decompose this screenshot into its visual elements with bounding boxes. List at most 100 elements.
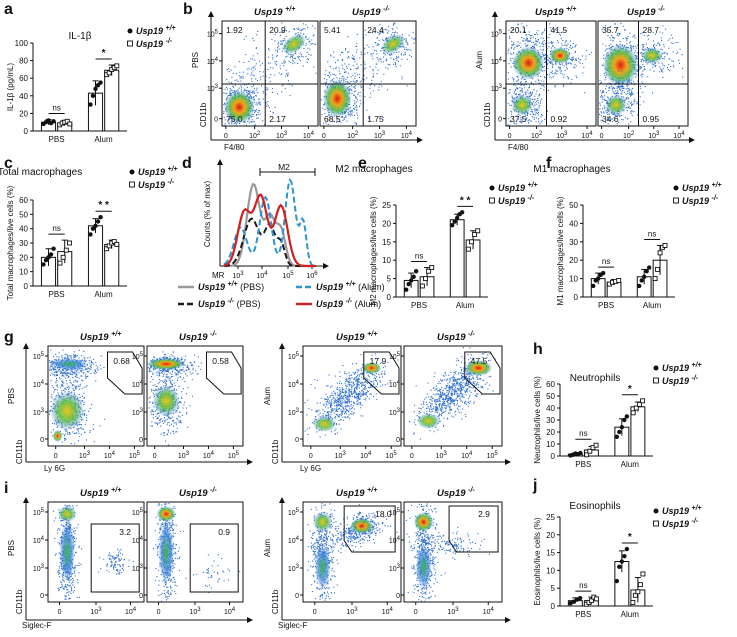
point-h-1-1-1 [633, 405, 639, 411]
event-dot [340, 116, 342, 118]
legend-label-e-1: Usp19 -/- [498, 195, 535, 206]
event-dot [55, 375, 57, 377]
event-dot [363, 68, 365, 70]
event-dot [79, 396, 81, 398]
event-dot [240, 88, 242, 90]
event-dot [243, 61, 245, 63]
event-dot [547, 59, 549, 61]
event-dot [162, 420, 164, 422]
event-dot [552, 45, 554, 47]
event-dot [61, 383, 63, 385]
event-dot [662, 71, 664, 73]
event-dot [228, 119, 230, 121]
event-dot [87, 357, 89, 359]
event-dot [70, 374, 72, 376]
event-dot [630, 45, 632, 47]
event-dot [524, 81, 526, 83]
event-dot [50, 366, 52, 368]
event-dot [348, 113, 350, 115]
event-dot [194, 354, 196, 356]
event-dot [643, 69, 645, 71]
event-dot [630, 121, 632, 123]
event-dot [66, 375, 68, 377]
event-dot [257, 79, 259, 81]
event-dot [630, 111, 632, 113]
event-dot [520, 46, 522, 48]
quadrant-value-ul: 1.92 [226, 25, 243, 35]
event-dot [507, 103, 509, 105]
point-j-0-0-1 [571, 599, 576, 604]
event-dot [76, 428, 78, 430]
event-dot [58, 370, 60, 372]
event-dot [391, 54, 393, 56]
event-dot [529, 74, 531, 76]
event-dot [662, 25, 664, 27]
event-dot [641, 76, 643, 78]
event-dot [628, 61, 630, 63]
event-dot [543, 80, 545, 82]
event-dot [547, 89, 549, 91]
event-dot [91, 362, 93, 364]
event-dot [535, 38, 537, 40]
event-dot [537, 98, 539, 100]
event-dot [618, 121, 620, 123]
event-dot [527, 89, 529, 91]
event-dot [555, 28, 557, 30]
event-dot [524, 91, 526, 93]
event-dot [49, 369, 51, 371]
event-dot [281, 41, 283, 43]
event-dot [82, 369, 84, 371]
event-dot [622, 37, 624, 39]
event-dot [305, 43, 307, 45]
event-dot [397, 57, 399, 59]
event-dot [63, 357, 65, 359]
event-dot [542, 46, 544, 48]
event-dot [627, 87, 629, 89]
event-dot [374, 85, 376, 87]
legend-h: Usp19 +/+Usp19 -/- [653, 362, 702, 386]
event-dot [355, 123, 357, 125]
event-dot [56, 385, 58, 387]
event-dot [270, 74, 272, 76]
event-dot [526, 37, 528, 39]
y-tick-label-j-5: 25 [546, 513, 555, 522]
event-dot [550, 51, 552, 53]
event-dot [636, 101, 638, 103]
legend-label-c-1: Usp19 -/- [138, 179, 175, 190]
event-dot [299, 29, 301, 31]
event-dot [530, 37, 532, 39]
event-dot [100, 368, 102, 370]
event-dot [159, 375, 161, 377]
event-dot [637, 80, 639, 82]
event-dot [349, 82, 351, 84]
event-dot [357, 94, 359, 96]
event-dot [531, 41, 533, 43]
event-dot [284, 87, 286, 89]
point-h-1-0-1 [617, 429, 622, 435]
event-dot [168, 417, 170, 419]
event-dot [629, 92, 631, 94]
event-dot [333, 74, 335, 76]
event-dot [73, 372, 75, 374]
event-dot [280, 31, 282, 33]
event-dot [630, 94, 632, 96]
event-dot [525, 81, 527, 83]
event-dot [517, 80, 519, 82]
event-dot [229, 90, 231, 92]
event-dot [530, 110, 532, 112]
event-dot [563, 65, 565, 67]
event-dot [253, 40, 255, 42]
event-dot [670, 65, 672, 67]
event-dot [276, 55, 278, 57]
event-dot [243, 84, 245, 86]
event-dot [282, 47, 284, 49]
quadrant-value-ll: 34.6 [602, 114, 619, 124]
event-dot [69, 387, 71, 389]
event-dot [601, 64, 603, 66]
event-dot [610, 43, 612, 45]
event-dot [50, 369, 52, 371]
event-dot [630, 101, 632, 103]
point-f-1-0-2 [641, 274, 647, 279]
event-dot [545, 60, 547, 62]
event-dot [80, 434, 82, 436]
